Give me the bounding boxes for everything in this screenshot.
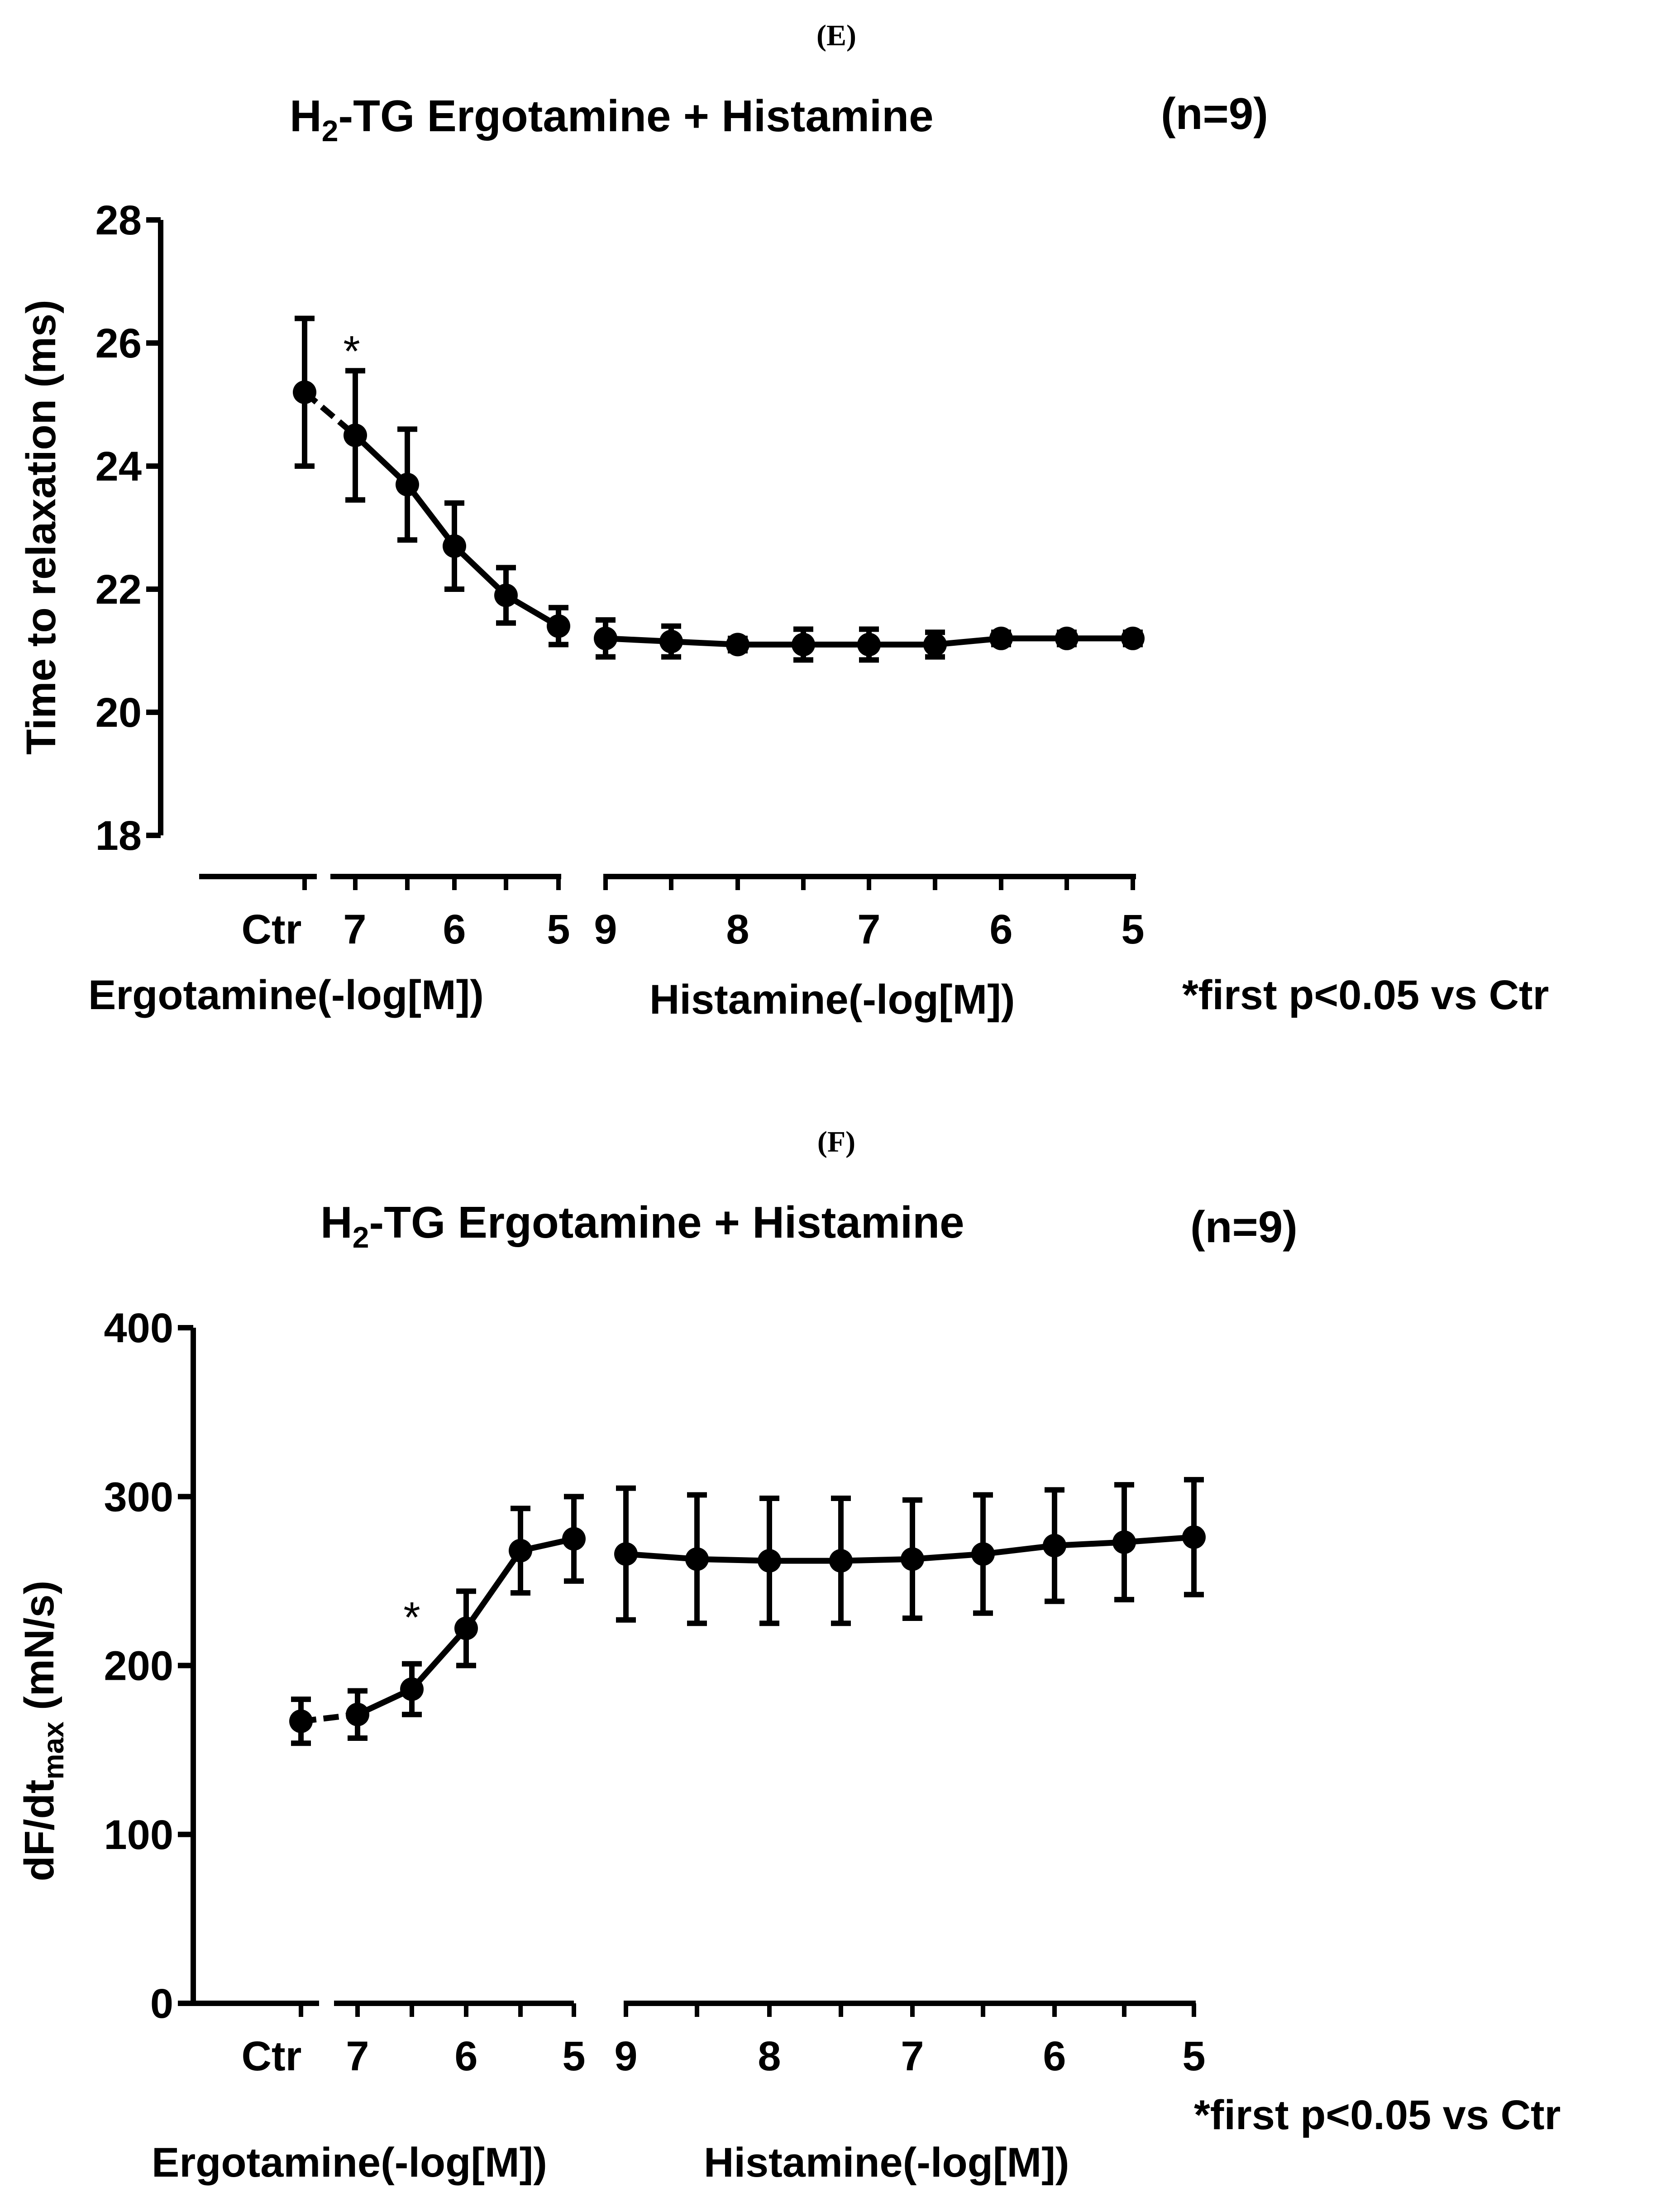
data-point	[1055, 626, 1079, 650]
data-point	[989, 626, 1013, 650]
data-point	[494, 583, 518, 607]
y-tick-label: 20	[95, 690, 142, 736]
panel-f-y-ticks: 0 100 200 300 400	[104, 1305, 193, 2027]
data-point	[289, 1709, 313, 1733]
data-point	[971, 1542, 995, 1566]
data-point	[829, 1549, 853, 1573]
data-point	[857, 633, 881, 657]
data-point	[594, 626, 617, 650]
y-tick-label: 0	[150, 1981, 173, 2027]
panel-f-xtick-hist-6: 6	[1043, 2033, 1066, 2079]
panel-f-ylabel-sub: max	[37, 1721, 70, 1780]
panel-f-xtick-hist-5: 5	[1182, 2033, 1205, 2079]
panel-f-n-label: (n=9)	[1190, 1202, 1298, 1252]
data-point	[454, 1616, 478, 1640]
panel-e-xtick-hist-7: 7	[857, 906, 880, 953]
y-tick-label: 200	[104, 1643, 174, 1689]
data-point	[344, 424, 367, 447]
panel-e-xtick-ergot-5: 5	[547, 906, 570, 953]
data-point	[901, 1547, 924, 1571]
panel-f-xtick-ergot-6: 6	[454, 2033, 477, 2079]
panel-e-n-label: (n=9)	[1161, 89, 1268, 138]
data-point	[346, 1702, 369, 1726]
panel-f-footnote: *first p<0.05 vs Ctr	[1194, 2092, 1561, 2138]
panel-f-title-rest: -TG Ergotamine + Histamine	[369, 1197, 964, 1247]
y-tick-label: 100	[104, 1812, 174, 1858]
data-point	[509, 1539, 532, 1563]
panel-e-xtick-ctr: Ctr	[242, 906, 302, 953]
panel-e: (E) H2-TG Ergotamine + Histamine (n=9) T…	[18, 19, 1549, 1023]
data-point	[685, 1547, 709, 1571]
panel-f-title-sub: 2	[353, 1220, 369, 1254]
data-point	[443, 534, 466, 558]
panel-e-xtick-hist-6: 6	[989, 906, 1012, 953]
y-tick-label: 400	[104, 1305, 174, 1351]
panel-e-xtick-hist-8: 8	[726, 906, 749, 953]
data-point	[659, 629, 683, 653]
y-tick-label: 26	[95, 320, 142, 367]
panel-e-x-label-histamine: Histamine(-log[M])	[649, 977, 1015, 1023]
panel-f-xtick-hist-8: 8	[758, 2033, 781, 2079]
panel-f-xtick-ctr: Ctr	[242, 2033, 302, 2079]
data-point	[758, 1549, 781, 1573]
panel-f-x-ticks	[299, 2003, 1196, 2017]
panel-e-y-axis-label: Time to relaxation (ms)	[18, 300, 64, 754]
data-point	[547, 614, 570, 638]
panel-f-ylabel-units: (mN/s)	[16, 1581, 62, 1722]
panel-e-title-main: H	[290, 91, 322, 141]
data-point	[1182, 1525, 1206, 1549]
data-point	[614, 1542, 638, 1566]
panel-e-y-ticks: 18 20 22 24 26 28	[95, 197, 161, 859]
panel-e-xtick-hist-9: 9	[594, 906, 617, 953]
panel-e-xtick-ergot-6: 6	[443, 906, 466, 953]
y-tick-label: 22	[95, 567, 142, 613]
panel-e-footnote: *first p<0.05 vs Ctr	[1182, 972, 1549, 1018]
panel-e-xtick-hist-5: 5	[1121, 906, 1144, 953]
panel-f-xtick-ergot-7: 7	[346, 2033, 369, 2079]
panel-f-x-label-ergotamine: Ergotamine(-log[M])	[152, 2140, 547, 2186]
panel-e-x-label-ergotamine: Ergotamine(-log[M])	[88, 972, 484, 1018]
data-point	[923, 633, 947, 657]
panel-e-label: (E)	[816, 19, 856, 52]
y-tick-label: 18	[95, 813, 142, 859]
significance-star: *	[343, 327, 360, 376]
panel-e-x-ticks	[302, 877, 1135, 890]
y-tick-label: 28	[95, 197, 142, 243]
panel-e-plot-area: *	[293, 315, 1145, 663]
data-point	[562, 1527, 586, 1551]
significance-star: *	[403, 1593, 420, 1642]
data-point	[1043, 1534, 1066, 1558]
data-point	[400, 1677, 424, 1701]
data-point	[792, 633, 815, 657]
data-point	[726, 633, 749, 657]
data-point	[396, 472, 419, 496]
panel-f-xtick-hist-7: 7	[901, 2033, 924, 2079]
panel-f-ylabel-main: dF/dt	[16, 1780, 62, 1882]
panel-f-title-main: H	[320, 1197, 353, 1247]
panel-f-xtick-ergot-5: 5	[562, 2033, 585, 2079]
y-tick-label: 300	[104, 1474, 174, 1520]
panel-f-xtick-hist-9: 9	[614, 2033, 637, 2079]
panel-e-title-sub: 2	[322, 114, 339, 148]
data-point	[293, 380, 316, 404]
panel-f-y-axis-label: dF/dtmax (mN/s)	[16, 1581, 70, 1882]
panel-f-title: H2-TG Ergotamine + Histamine	[320, 1197, 964, 1254]
data-point	[1121, 626, 1145, 650]
panel-f-x-label-histamine: Histamine(-log[M])	[704, 2140, 1069, 2186]
y-tick-label: 24	[95, 443, 142, 490]
panel-f: (F) H2-TG Ergotamine + Histamine (n=9) d…	[16, 1125, 1561, 2186]
panel-f-label: (F)	[817, 1125, 855, 1158]
panel-f-plot-area: *	[289, 1477, 1206, 1746]
panel-e-xtick-ergot-7: 7	[343, 906, 366, 953]
data-point	[1112, 1530, 1136, 1554]
panel-e-title-rest: -TG Ergotamine + Histamine	[339, 91, 934, 141]
panel-e-title: H2-TG Ergotamine + Histamine	[290, 91, 934, 148]
